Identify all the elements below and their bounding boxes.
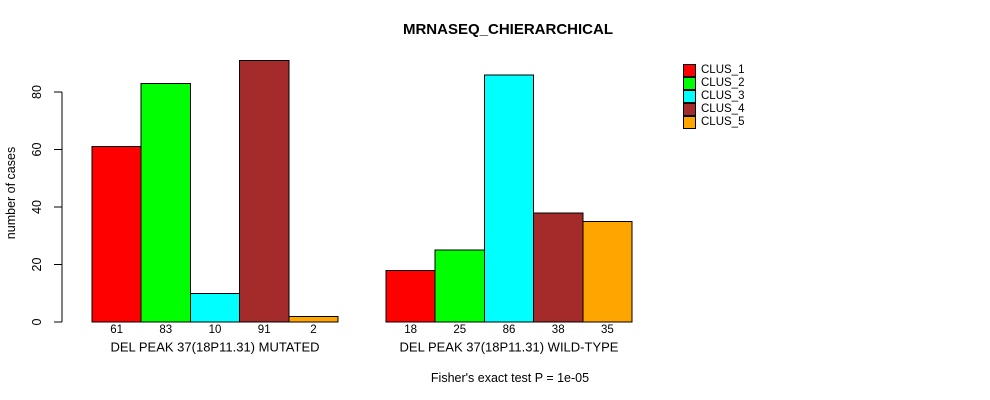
bar-value-label: 25: [453, 324, 466, 336]
bar-clus_4-group2: [533, 212, 584, 323]
y-axis-tick-label: 40: [30, 200, 44, 214]
legend-item: CLUS_3: [683, 90, 744, 103]
legend-label: CLUS_3: [701, 90, 745, 102]
bar-value-label: 10: [209, 324, 222, 336]
legend-item: CLUS_1: [683, 64, 744, 77]
bar-value-label: 35: [601, 324, 614, 336]
legend-label: CLUS_4: [701, 103, 745, 115]
legend-swatch: [683, 90, 696, 103]
bar-value-label: 91: [258, 324, 271, 336]
legend-item: CLUS_5: [683, 116, 744, 129]
group-label: DEL PEAK 37(18P11.31) MUTATED: [110, 340, 319, 355]
bar-clus_5-group1: [288, 315, 339, 323]
chart-title: MRNASEQ_CHIERARCHICAL: [402, 21, 613, 38]
bar-clus_2-group1: [140, 82, 191, 323]
bar-clus_4-group1: [239, 59, 290, 323]
bar-clus_2-group2: [434, 249, 485, 323]
y-axis-tick-label: 20: [30, 258, 44, 272]
bar-clus_3-group1: [189, 292, 241, 323]
y-axis-tick-label: 60: [30, 143, 44, 157]
legend-label: CLUS_5: [701, 116, 745, 128]
bar-value-label: 2: [310, 324, 316, 336]
legend-swatch: [683, 103, 696, 116]
legend-item: CLUS_2: [683, 77, 744, 90]
bar-value-label: 61: [110, 324, 123, 336]
legend-label: CLUS_2: [701, 77, 745, 89]
bar-value-label: 83: [159, 324, 172, 336]
legend-swatch: [683, 116, 696, 129]
y-axis-tick-label: 80: [30, 85, 44, 99]
y-axis: number of cases 0 20 40 60 80: [4, 85, 63, 325]
legend: CLUS_1 CLUS_2 CLUS_3 CLUS_4 CLUS_5: [683, 64, 744, 129]
bar-clus_1-group2: [385, 269, 436, 323]
group-label: DEL PEAK 37(18P11.31) WILD-TYPE: [400, 340, 619, 355]
bar-value-label: 18: [404, 324, 417, 336]
legend-swatch: [683, 64, 696, 77]
bar-value-label: 38: [552, 324, 565, 336]
fisher-test-note: Fisher's exact test P = 1e-05: [430, 371, 590, 385]
legend-swatch: [683, 77, 696, 90]
bar-clus_1-group1: [91, 146, 142, 323]
y-axis-title: number of cases: [4, 147, 18, 239]
bar-clus_5-group2: [582, 220, 633, 323]
legend-item: CLUS_4: [683, 103, 744, 116]
bar-clus_3-group2: [483, 74, 535, 323]
y-axis-tick-label: 0: [30, 318, 44, 325]
legend-label: CLUS_1: [701, 64, 745, 76]
bars-group: 61 18 83 25 10 86 91 38 2 35 DEL PEAK 37(18P11.31)…: [91, 59, 633, 355]
bar-value-label: 86: [503, 324, 516, 336]
